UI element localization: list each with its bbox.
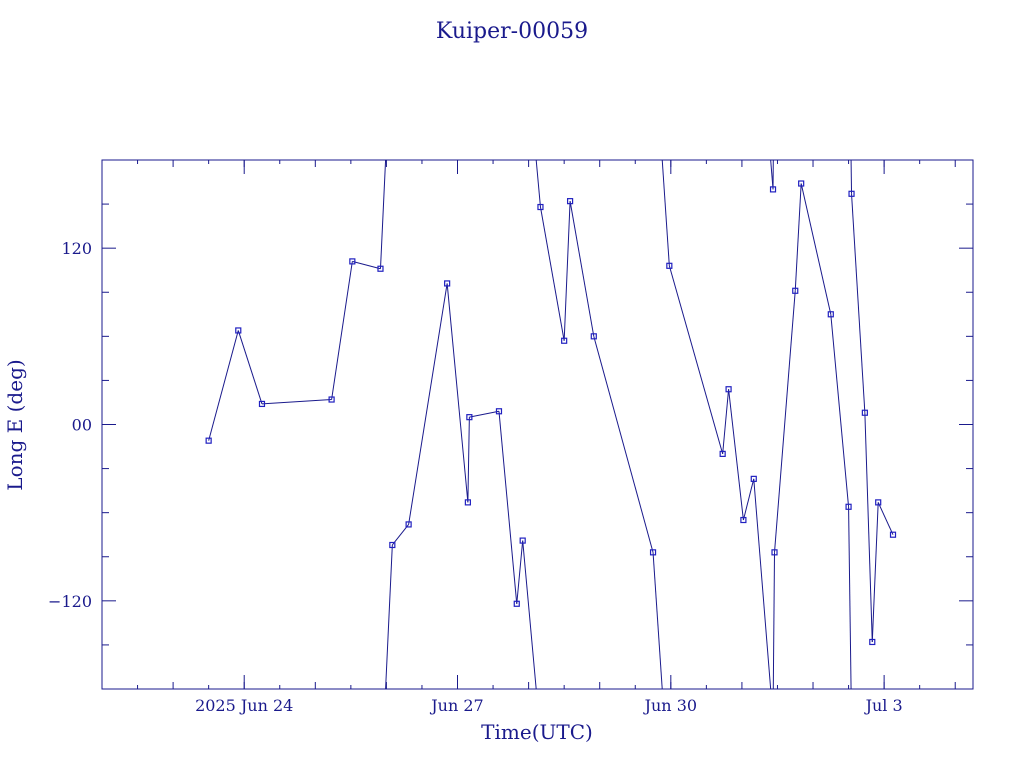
series-segment [498,411,518,604]
series-point [389,541,396,549]
series-point [444,280,451,287]
series-segment [774,290,796,553]
y-tick-label: 00 [72,416,92,435]
series-point [792,287,799,294]
series-segment [385,544,393,690]
series-segment [352,260,381,270]
x-tick-label: Jun 30 [643,696,697,715]
series-segment [563,201,571,341]
series-point [798,180,805,187]
series-point [848,190,855,197]
series-point [205,437,212,444]
series-point [513,600,520,607]
series-segment [753,478,772,690]
series-point [889,531,897,538]
series-segment [516,540,524,604]
series-point [519,537,526,544]
series-point [725,386,732,393]
series-segment [851,193,866,413]
series-segment [871,502,879,642]
x-tick-label: Jul 3 [864,696,903,715]
series-point [719,450,726,457]
y-tick-label: −120 [48,592,92,611]
series-segment [728,389,744,521]
series-point [561,337,568,344]
series-segment [722,389,730,454]
series-point [845,503,852,510]
series-segment [535,159,541,208]
series-segment [593,336,654,553]
series-segment [569,201,595,337]
series-segment [261,399,332,405]
series-segment [237,330,263,405]
series-segment [800,183,832,315]
series-segment [848,506,852,690]
series-point [328,396,335,403]
series-segment [469,410,500,418]
series-point [235,327,242,334]
series-point [771,549,778,556]
series-point [566,198,574,205]
series-point [740,516,747,524]
series-point [466,414,473,421]
chart-title: Kuiper-00059 [436,19,588,44]
series-point [495,408,503,415]
series-segment [522,540,537,690]
plot-frame [101,159,974,690]
series-point [769,186,777,193]
series-point [869,638,876,646]
series-segment [391,524,410,546]
series-segment [830,314,850,507]
series-segment [331,261,353,400]
series-point [875,499,882,506]
series-segment [539,206,565,341]
series-point [827,311,834,318]
x-tick-label: Jun 27 [429,696,483,715]
series-segment [408,283,448,525]
series-segment [742,478,755,521]
series-segment [864,412,873,642]
series-point [405,521,412,528]
series-point [258,400,266,408]
series-segment [652,552,663,690]
series-point [464,499,471,506]
plot-area-border [101,159,974,690]
series-longitude [205,159,897,690]
axis-ticks [102,160,973,689]
series-segment [794,183,802,291]
series-segment [208,330,239,441]
series-point [590,333,597,340]
series-segment [446,283,469,503]
series-point [349,258,356,265]
axis-tick-labels: 2025 Jun 24 Jun 27 Jun 30 Jul 3 120 00 −120 [48,239,903,715]
series-point [537,203,544,211]
y-axis-label: Long E (deg) [3,359,27,490]
series-point [861,409,868,416]
series-segment [467,417,470,503]
series-point [750,475,757,482]
x-axis-label: Time(UTC) [481,720,593,744]
series-segment [668,265,724,455]
series-point [649,549,657,556]
series-segment [772,552,776,690]
series-segment [379,159,387,269]
series-point [377,265,384,272]
series-segment [877,502,894,535]
series-point [666,262,673,269]
series-segment [661,159,670,266]
y-tick-label: 120 [61,239,92,258]
x-tick-label: 2025 Jun 24 [195,696,293,715]
